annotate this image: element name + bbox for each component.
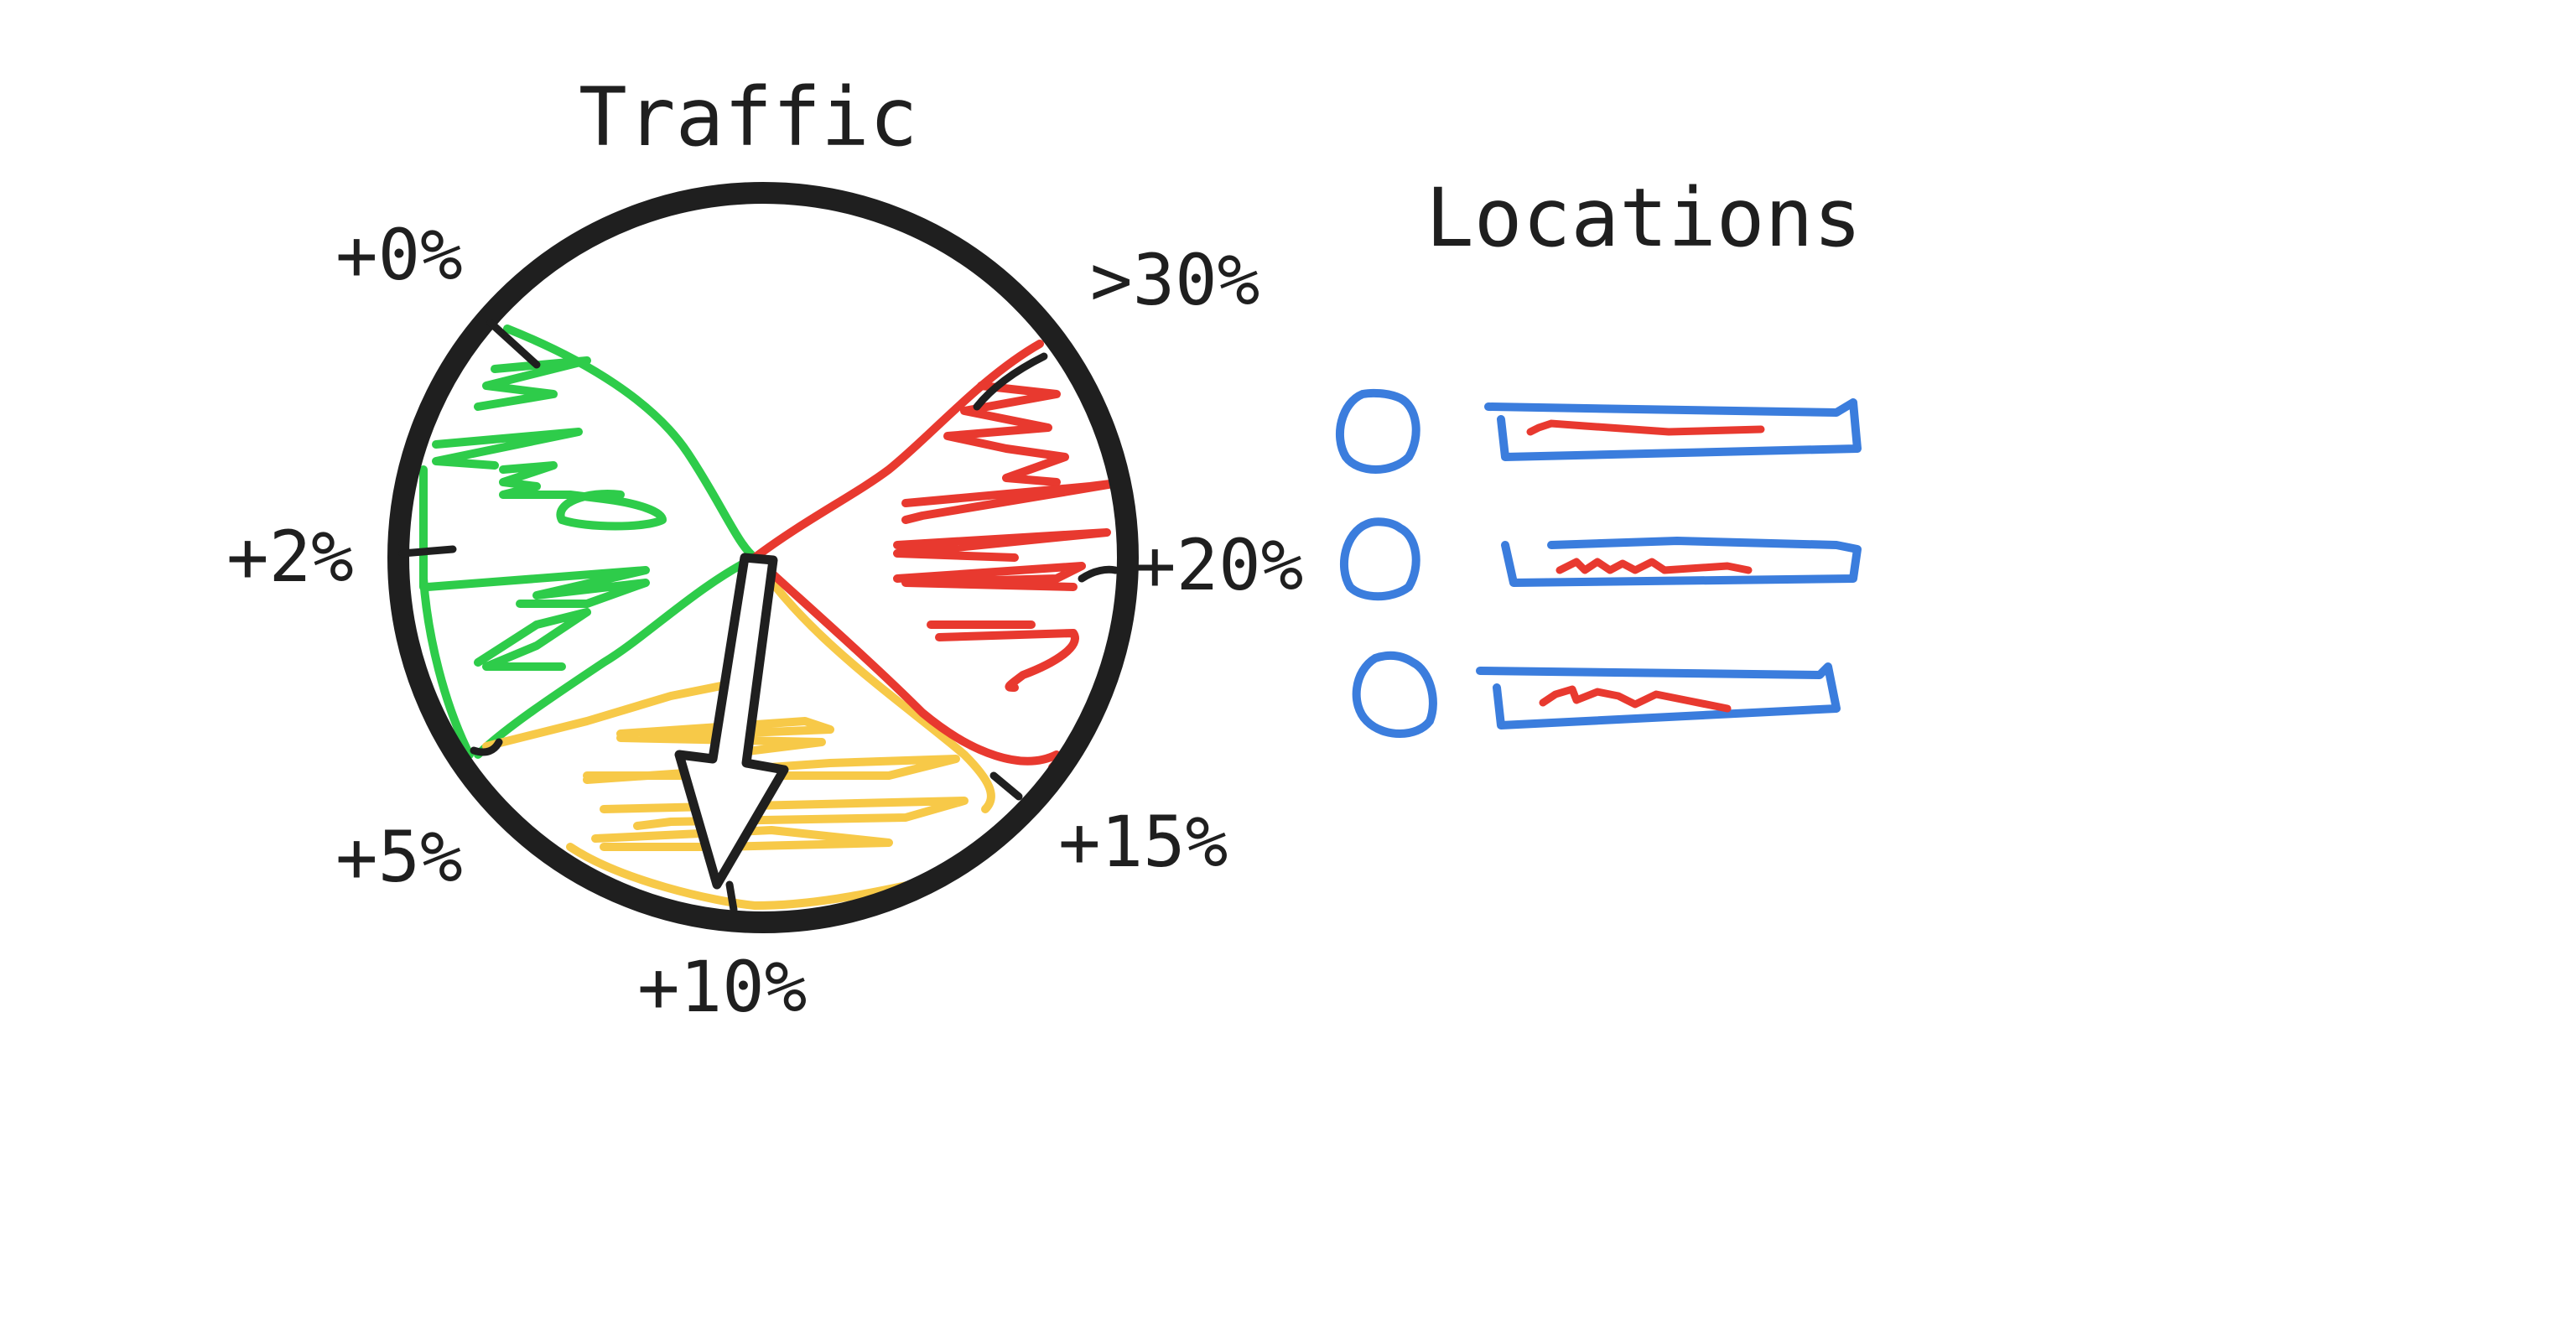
tick-20: [1078, 565, 1119, 583]
gauge-needle: [674, 553, 789, 890]
location-bar-text: [1555, 558, 1753, 574]
location-item[interactable]: [1335, 388, 1862, 474]
location-item[interactable]: [1339, 517, 1862, 601]
scale-label-5: +5%: [335, 816, 463, 898]
arrow-icon: [674, 553, 789, 890]
gauge-ticks: [398, 319, 1119, 914]
location-bar-text: [1539, 685, 1732, 713]
tick-5: [470, 738, 503, 756]
scale-label-0: +0%: [335, 214, 463, 296]
location-bar-text: [1526, 419, 1765, 436]
gauge-zone-green: [419, 325, 759, 759]
tick-10: [725, 880, 738, 914]
gauge-zone-yellow: [482, 553, 995, 910]
scale-label-2: +2%: [226, 516, 354, 598]
scale-label-20: +20%: [1134, 524, 1304, 606]
scale-label-10: +10%: [637, 946, 808, 1028]
scale-label-30: >30%: [1090, 239, 1260, 321]
tick-30: [973, 352, 1048, 411]
location-item[interactable]: [1352, 651, 1841, 738]
pin-circle-icon: [1335, 388, 1420, 474]
tick-2: [398, 545, 457, 558]
location-bar: [1484, 398, 1862, 461]
locations-title: Locations: [1426, 171, 1862, 265]
location-bar: [1476, 662, 1841, 729]
gauge-zone-red: [750, 340, 1128, 771]
pin-circle-icon: [1352, 651, 1437, 738]
scale-label-15: +15%: [1058, 801, 1228, 883]
traffic-gauge: [387, 182, 1139, 933]
pin-circle-icon: [1339, 517, 1420, 601]
location-bar: [1501, 537, 1862, 587]
tick-0: [486, 319, 541, 369]
tick-15: [989, 771, 1023, 801]
gauge-dial: [387, 182, 1139, 933]
locations-list: [1335, 388, 1862, 738]
gauge-title: Traffic: [579, 70, 918, 164]
